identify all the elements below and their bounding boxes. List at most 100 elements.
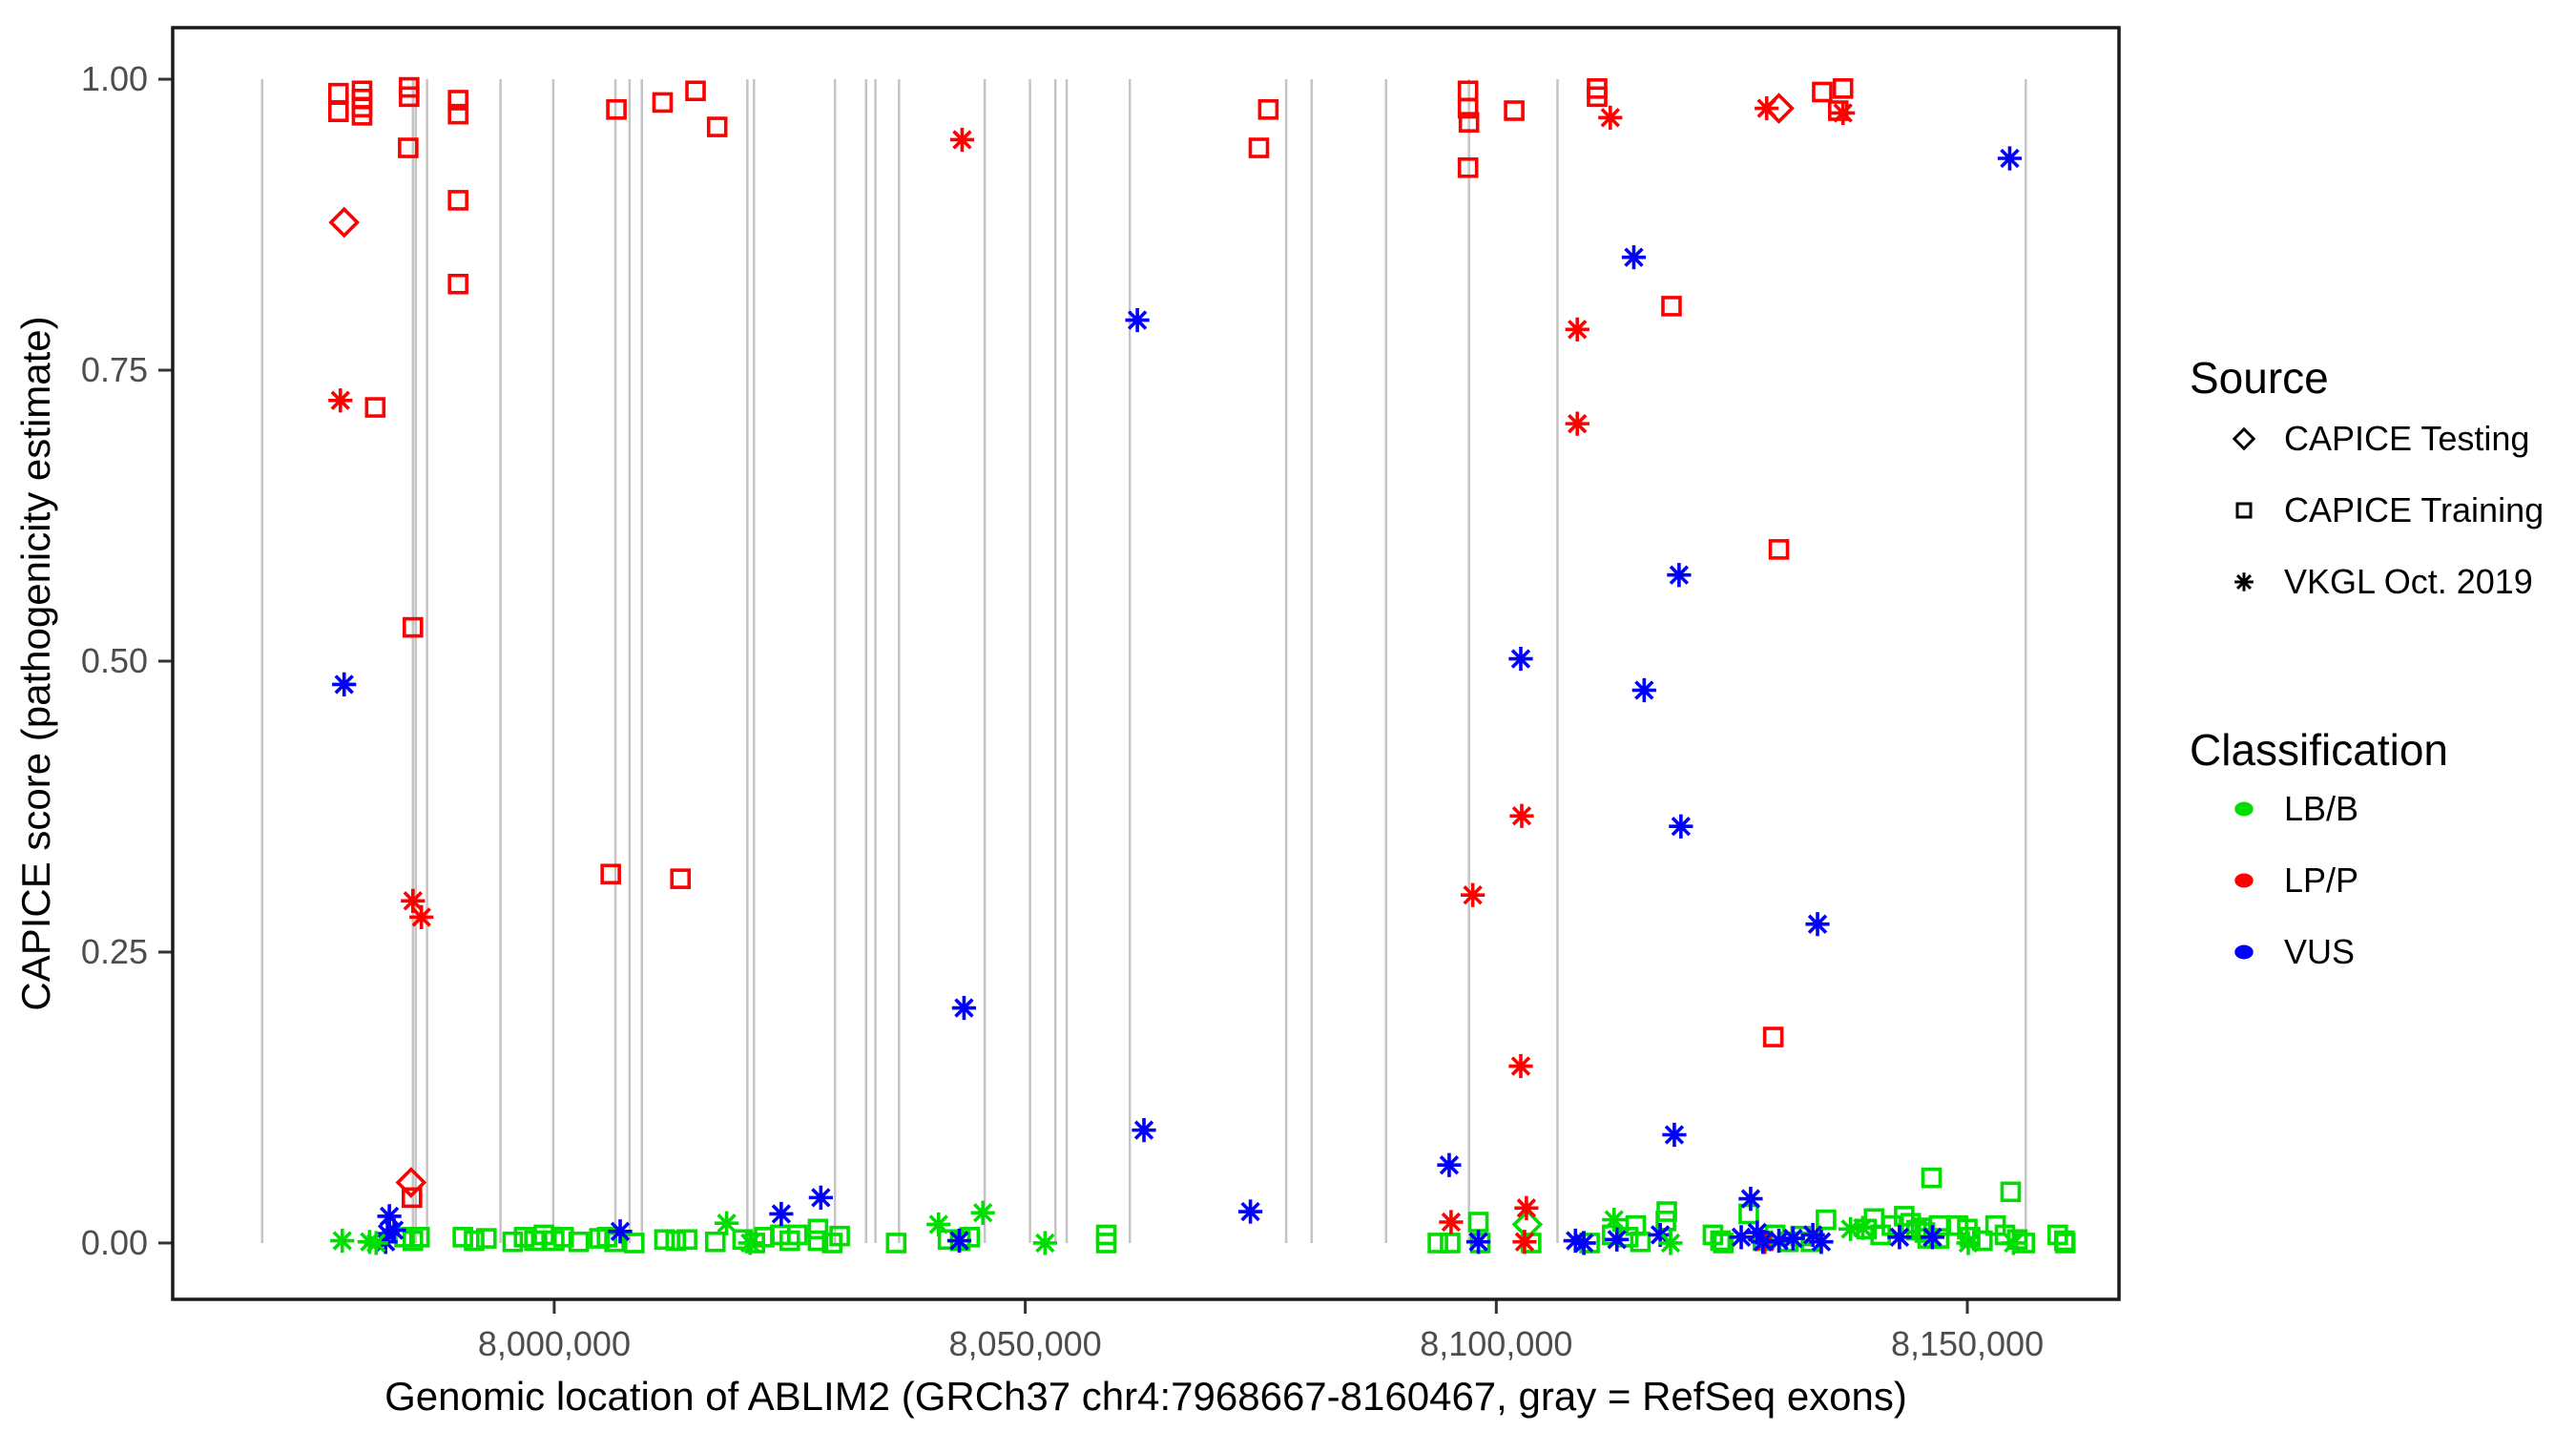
data-point bbox=[1745, 1220, 1770, 1245]
data-point bbox=[2001, 1231, 2026, 1255]
data-point bbox=[447, 103, 468, 125]
data-point bbox=[1514, 1195, 1539, 1220]
data-point bbox=[2054, 1233, 2076, 1254]
x-tick-label: 8,000,000 bbox=[478, 1324, 631, 1363]
y-tick-label: 0.00 bbox=[81, 1223, 148, 1262]
data-point bbox=[1602, 1207, 1627, 1233]
legend-item-vkgl-oct-2019: VKGL Oct. 2019 bbox=[2284, 562, 2533, 601]
data-point bbox=[1751, 1230, 1776, 1255]
data-point bbox=[2000, 1181, 2022, 1203]
data-point bbox=[1661, 296, 1682, 317]
data-point bbox=[1768, 539, 1790, 560]
data-point bbox=[1631, 677, 1656, 703]
data-point bbox=[706, 116, 728, 137]
data-point bbox=[1587, 86, 1608, 108]
dot-icon bbox=[2234, 801, 2254, 817]
y-axis-title: CAPICE score (pathogenicity estimate) bbox=[13, 316, 58, 1010]
data-point bbox=[409, 904, 434, 929]
data-point bbox=[1887, 1225, 1912, 1250]
data-point bbox=[1648, 1222, 1672, 1248]
data-point bbox=[1710, 1230, 1732, 1252]
data-point bbox=[676, 1229, 697, 1251]
data-point bbox=[600, 863, 621, 885]
data-point bbox=[327, 101, 349, 122]
data-point bbox=[704, 1231, 726, 1253]
legend-item-lb-b: LB/B bbox=[2284, 789, 2358, 828]
data-point bbox=[1457, 97, 1479, 119]
data-point bbox=[737, 1231, 762, 1255]
data-point bbox=[1437, 1152, 1462, 1177]
data-point bbox=[1667, 563, 1692, 588]
data-point bbox=[395, 1167, 427, 1198]
data-point bbox=[1571, 1231, 1596, 1255]
data-point bbox=[1713, 1233, 1735, 1254]
plot-panel bbox=[173, 28, 2119, 1299]
y-tick-label: 1.00 bbox=[81, 59, 148, 98]
data-point bbox=[1956, 1231, 1981, 1255]
data-point bbox=[1457, 156, 1479, 178]
data-point bbox=[1565, 317, 1589, 342]
data-point bbox=[330, 1228, 355, 1254]
data-point bbox=[1780, 1226, 1805, 1251]
data-point bbox=[382, 1217, 406, 1243]
data-point bbox=[1440, 1233, 1461, 1254]
data-point bbox=[1669, 814, 1693, 839]
data-point bbox=[949, 127, 975, 153]
data-point bbox=[364, 397, 386, 418]
data-point bbox=[1125, 307, 1150, 333]
data-point bbox=[665, 1230, 687, 1252]
data-point bbox=[1461, 882, 1485, 907]
data-point bbox=[1563, 1228, 1588, 1254]
data-point bbox=[1812, 81, 1833, 103]
data-point bbox=[1605, 1227, 1630, 1252]
data-point bbox=[715, 1211, 739, 1235]
data-point bbox=[1805, 912, 1830, 937]
data-point bbox=[786, 1224, 808, 1246]
data-point bbox=[1427, 1233, 1448, 1254]
data-point bbox=[1832, 78, 1854, 99]
data-point bbox=[604, 1231, 625, 1253]
data-point bbox=[608, 1219, 633, 1244]
plot-panel-border bbox=[171, 26, 2121, 1301]
data-point bbox=[1565, 411, 1589, 436]
data-point bbox=[328, 388, 353, 413]
legend-source-title: Source bbox=[2190, 353, 2329, 403]
diamond-icon bbox=[2232, 426, 2256, 451]
data-point bbox=[1032, 1231, 1057, 1255]
legend-item-vus: VUS bbox=[2284, 932, 2355, 971]
legend-item-capice-training: CAPICE Training bbox=[2284, 490, 2544, 529]
data-point bbox=[398, 137, 419, 158]
data-point bbox=[1972, 1230, 1993, 1252]
legend-item-capice-testing: CAPICE Testing bbox=[2284, 419, 2529, 458]
data-point bbox=[447, 90, 468, 111]
data-point bbox=[1662, 1122, 1687, 1148]
data-point bbox=[807, 1218, 829, 1240]
data-point bbox=[1997, 146, 2023, 171]
data-point bbox=[808, 1185, 833, 1210]
data-point bbox=[401, 888, 426, 913]
x-axis-title: Genomic location of ABLIM2 (GRCh37 chr4:… bbox=[384, 1374, 1907, 1419]
data-point bbox=[502, 1231, 524, 1253]
data-point bbox=[402, 1230, 424, 1252]
y-tick-label: 0.25 bbox=[81, 932, 148, 971]
data-point bbox=[1809, 1230, 1834, 1255]
data-point bbox=[606, 98, 627, 120]
data-point bbox=[513, 1227, 535, 1248]
y-tick-label: 0.50 bbox=[81, 641, 148, 680]
data-point bbox=[1816, 1209, 1837, 1231]
data-point bbox=[1238, 1199, 1263, 1224]
data-point bbox=[1762, 1027, 1784, 1047]
data-point bbox=[970, 1200, 995, 1225]
square-icon bbox=[2235, 502, 2253, 519]
data-point bbox=[399, 86, 420, 108]
data-point bbox=[885, 1233, 907, 1254]
x-tick-label: 8,150,000 bbox=[1891, 1324, 2044, 1363]
data-point bbox=[452, 1227, 473, 1248]
data-point bbox=[1921, 1167, 1942, 1189]
data-point bbox=[1658, 1231, 1683, 1255]
data-point bbox=[1831, 100, 1856, 126]
data-point bbox=[552, 1227, 574, 1248]
data-point bbox=[1458, 112, 1480, 133]
